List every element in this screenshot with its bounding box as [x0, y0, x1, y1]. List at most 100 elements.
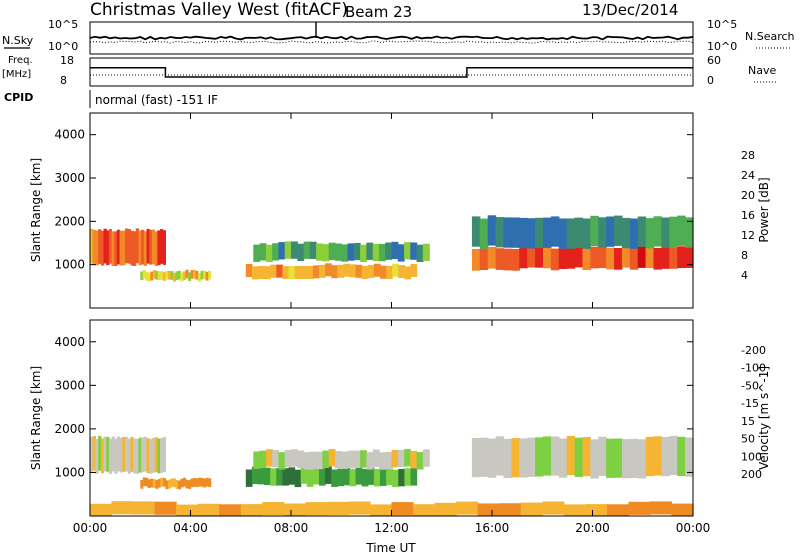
scatter-cell: [566, 247, 576, 269]
scatter-cell: [190, 270, 194, 279]
scatter-cell: [157, 478, 161, 488]
scatter-cell: [372, 243, 380, 262]
scatter-cell: [130, 230, 134, 266]
scatter-cell: [563, 504, 586, 516]
nsky-tick-low: 10^0: [48, 40, 78, 53]
scatter-cell: [306, 266, 314, 279]
scatter-cell: [543, 217, 552, 248]
scatter-cell: [208, 270, 212, 280]
colorbar-tick-label: 15: [741, 415, 755, 428]
scatter-cell: [205, 477, 209, 487]
scatter-cell: [355, 467, 363, 485]
scatter-cell: [385, 242, 393, 260]
scatter-cell: [661, 247, 670, 269]
scatter-cell: [288, 266, 296, 280]
scatter-cell: [147, 272, 151, 282]
scatter-cell: [90, 228, 94, 264]
scatter-cell: [328, 449, 336, 467]
scatter-cell: [661, 437, 670, 477]
freq-unit: [MHz]: [2, 69, 31, 80]
scatter-cell: [606, 216, 615, 247]
scatter-cell: [499, 503, 522, 516]
scatter-cell: [152, 270, 156, 279]
scatter-cell: [590, 215, 599, 247]
nsearch-label: N.Search: [745, 30, 795, 43]
scatter-cell: [343, 263, 351, 277]
scatter-cell: [303, 241, 311, 259]
scatter-cell: [574, 217, 584, 248]
scatter-cell: [503, 438, 512, 479]
scatter-cell: [282, 266, 290, 280]
scatter-cell: [337, 264, 344, 278]
scatter-cell: [119, 437, 123, 473]
x-tick-label: 12:00: [374, 521, 409, 535]
scatter-cell: [360, 244, 367, 262]
scatter-cell: [245, 469, 253, 487]
x-tick-label: 00:00: [676, 521, 711, 535]
scatter-cell: [116, 229, 121, 265]
scatter-cell: [495, 248, 505, 270]
colorbar-tick-label: -200: [741, 344, 766, 357]
scatter-cell: [150, 271, 154, 281]
scatter-cell: [176, 504, 199, 516]
scatter-cell: [125, 436, 129, 472]
scatter-cell: [283, 503, 306, 516]
scatter-cell: [170, 478, 174, 488]
scatter-cell: [479, 248, 489, 270]
scatter-cell: [122, 230, 126, 266]
scatter-cell: [367, 467, 375, 485]
scatter-cell: [149, 438, 153, 474]
x-tick-label: 20:00: [575, 521, 610, 535]
scatter-cell: [614, 215, 623, 246]
scatter-cell: [125, 228, 129, 264]
scatter-cell: [582, 248, 591, 270]
velocity-colorbar-label: Velocity [m s^-1]: [757, 366, 771, 470]
cpid-label: CPID: [4, 91, 33, 104]
scatter-cell: [309, 451, 317, 469]
scatter-cell: [284, 450, 292, 468]
colorbar-tick-label: -15: [741, 397, 759, 410]
scatter-cell: [325, 466, 332, 484]
scatter-cell: [685, 246, 694, 268]
scatter-cell: [614, 248, 623, 270]
scatter-cell: [653, 216, 662, 247]
freq-series: [90, 67, 693, 78]
scatter-cell: [550, 436, 560, 476]
scatter-cell: [165, 480, 169, 490]
scatter-cell: [253, 244, 261, 262]
scatter-cell: [366, 242, 374, 260]
scatter-cell: [111, 501, 134, 515]
scatter-cell: [535, 437, 544, 477]
scatter-cell: [677, 246, 686, 268]
y-tick-label: 3000: [54, 171, 85, 185]
scatter-cell: [645, 246, 655, 269]
scatter-cell: [590, 246, 599, 269]
scatter-cell: [151, 438, 156, 473]
scatter-cell: [127, 229, 131, 264]
scatter-cell: [133, 438, 137, 474]
scatter-cell: [511, 249, 520, 271]
scatter-cell: [413, 504, 436, 516]
y-tick-label: 4000: [54, 128, 85, 142]
scatter-cell: [495, 217, 505, 248]
scatter-cell: [149, 229, 153, 265]
scatter-cell: [511, 438, 520, 478]
y-tick-label: 2000: [54, 214, 85, 228]
scatter-cell: [300, 266, 308, 279]
scatter-cell: [172, 272, 176, 282]
scatter-cell: [380, 468, 387, 486]
scatter-cell: [276, 468, 283, 486]
scatter-cell: [92, 229, 96, 265]
scatter-cell: [378, 243, 386, 262]
scatter-cell: [404, 468, 412, 486]
scatter-cell: [193, 478, 197, 487]
scatter-cell: [155, 480, 159, 489]
scatter-cell: [669, 247, 678, 269]
scatter-cell: [416, 452, 424, 470]
scatter-cell: [167, 270, 171, 280]
nsearch-tick-low: 10^0: [707, 40, 737, 53]
scatter-cell: [175, 271, 179, 280]
scatter-cell: [355, 264, 363, 278]
scatter-cell: [90, 503, 113, 516]
scatter-cell: [361, 469, 369, 487]
